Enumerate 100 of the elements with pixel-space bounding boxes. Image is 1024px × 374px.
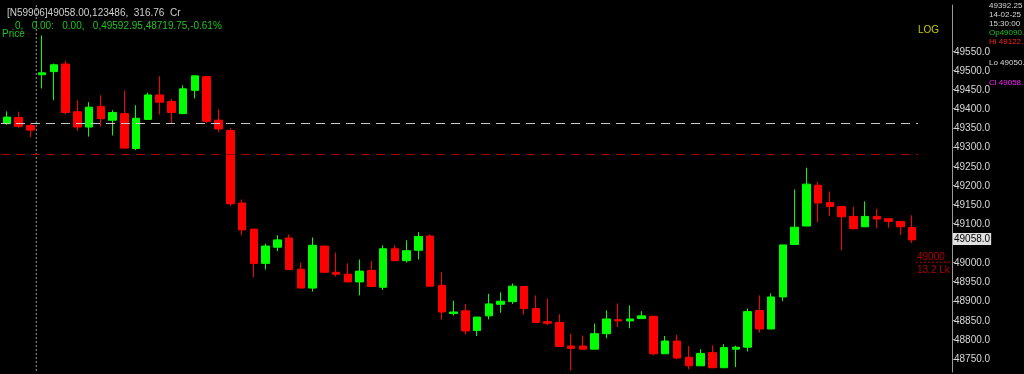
candlestick bbox=[297, 262, 305, 289]
text: 49058.0 bbox=[954, 233, 991, 245]
chart-title: [N59906]49058.00,123486, 316.76 Cr bbox=[7, 6, 182, 18]
y-tick-label: 48850.0 bbox=[954, 314, 991, 326]
candlestick bbox=[567, 333, 575, 371]
y-tick-label: 49550.0 bbox=[954, 45, 991, 57]
candlestick bbox=[708, 344, 717, 369]
y-tick-label: 49100.0 bbox=[954, 218, 991, 230]
candlestick bbox=[97, 94, 105, 127]
candlestick bbox=[238, 199, 246, 236]
candlestick bbox=[496, 291, 505, 314]
candlestick bbox=[884, 218, 893, 229]
y-tick-label: 49400.0 bbox=[954, 103, 991, 115]
text: Lo 49050. bbox=[989, 57, 1024, 67]
candlestick bbox=[191, 75, 199, 99]
candlestick bbox=[167, 98, 176, 124]
candlestick bbox=[179, 84, 187, 115]
candlestick bbox=[602, 309, 611, 339]
candlestick bbox=[144, 92, 152, 120]
y-tick-label: 48900.0 bbox=[954, 295, 991, 307]
candlestick bbox=[120, 89, 129, 149]
candlestick bbox=[767, 292, 775, 330]
candlestick bbox=[320, 245, 329, 273]
candlestick bbox=[379, 244, 387, 291]
candlestick bbox=[732, 345, 740, 368]
candlestick bbox=[637, 310, 646, 320]
candlestick bbox=[391, 244, 399, 262]
text: 14-02-25 bbox=[989, 9, 1022, 19]
text: 0, 0.00: 0.00, 0,49592.95,48719.75,-0.61% bbox=[15, 19, 222, 31]
candlestick bbox=[85, 101, 93, 138]
candlestick bbox=[155, 75, 164, 115]
candlestick bbox=[696, 348, 705, 367]
candlestick bbox=[861, 200, 869, 228]
candlestick bbox=[438, 271, 446, 321]
candlestick bbox=[132, 104, 140, 151]
candlestick bbox=[896, 220, 905, 236]
candlestick bbox=[485, 293, 493, 320]
candlestick bbox=[449, 300, 458, 316]
candlestick bbox=[414, 231, 423, 261]
y-tick-label: 49250.0 bbox=[954, 160, 991, 172]
candlestick bbox=[814, 181, 822, 223]
candlestick bbox=[26, 122, 35, 138]
candlestick bbox=[250, 228, 258, 278]
candlestick bbox=[61, 60, 70, 115]
candlestick bbox=[508, 282, 517, 305]
y-tick-label: 49350.0 bbox=[954, 122, 991, 134]
candlestick bbox=[14, 111, 23, 129]
candlestick bbox=[685, 345, 693, 370]
text: Cl 49058. bbox=[989, 77, 1024, 87]
candlestick bbox=[308, 237, 317, 293]
candlestick bbox=[214, 108, 223, 133]
y-tick-label: 49500.0 bbox=[954, 65, 991, 77]
candlestick bbox=[50, 63, 58, 101]
y-tick-label: 48750.0 bbox=[954, 353, 991, 365]
candlestick bbox=[202, 76, 211, 124]
candlestick bbox=[461, 303, 470, 335]
candlestick bbox=[344, 262, 352, 283]
candlestick bbox=[626, 304, 634, 329]
candlestick bbox=[532, 294, 540, 323]
candlestick bbox=[367, 260, 376, 288]
candlestick bbox=[873, 208, 881, 229]
text: 49392.25 bbox=[989, 0, 1023, 10]
y-tick-label: 48800.0 bbox=[954, 333, 991, 345]
candlestick bbox=[226, 127, 235, 207]
candlestick bbox=[908, 214, 916, 244]
candlestick bbox=[673, 334, 681, 360]
candlestick bbox=[614, 303, 622, 328]
candlestick bbox=[473, 316, 481, 337]
y-tick-label: 49300.0 bbox=[954, 141, 991, 153]
annotation: 49000 bbox=[917, 250, 946, 262]
annotation: LOG bbox=[918, 23, 940, 35]
candlestick bbox=[661, 335, 669, 355]
y-tick-label: 48950.0 bbox=[954, 276, 991, 288]
candlestick bbox=[802, 167, 811, 227]
text: Op49090. bbox=[989, 27, 1024, 37]
candlestick bbox=[790, 189, 799, 246]
y-tick-label: 49450.0 bbox=[954, 84, 991, 96]
candlestick bbox=[755, 294, 764, 333]
candlestick bbox=[837, 205, 846, 251]
y-tick-label: 49150.0 bbox=[954, 199, 991, 211]
candlestick bbox=[355, 259, 364, 296]
candlestick bbox=[579, 335, 587, 350]
candlestick bbox=[38, 34, 46, 89]
candlestick bbox=[285, 234, 293, 271]
candlestick bbox=[826, 190, 834, 217]
y-tick-label: 49200.0 bbox=[954, 179, 991, 191]
candlestick bbox=[332, 252, 340, 277]
candlestick bbox=[520, 286, 528, 316]
candlestick bbox=[273, 234, 282, 252]
candlestick bbox=[426, 234, 434, 287]
candlestick bbox=[743, 308, 752, 352]
candlestick bbox=[555, 313, 564, 347]
candlestick bbox=[261, 243, 270, 271]
text: 15:30:00 bbox=[989, 18, 1021, 28]
candlestick bbox=[543, 297, 552, 326]
candlestick bbox=[402, 239, 411, 264]
candlestick bbox=[590, 323, 599, 350]
ref-line-label: 13.2 Lk bbox=[917, 263, 951, 275]
candlestick bbox=[849, 206, 858, 230]
y-tick-label: 49000.0 bbox=[954, 256, 991, 268]
